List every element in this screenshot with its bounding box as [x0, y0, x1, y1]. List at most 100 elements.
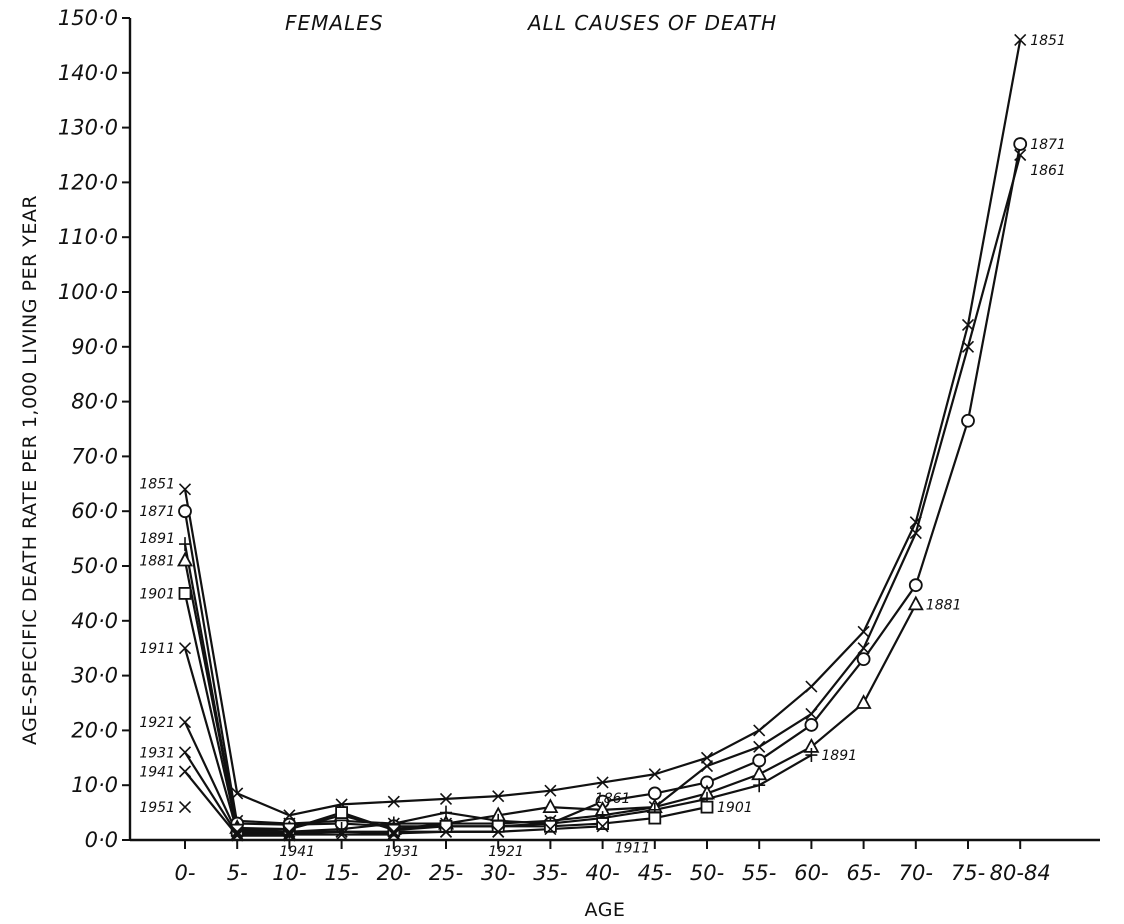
point-marker-x [387, 795, 400, 808]
point-marker-x [909, 527, 922, 540]
series-label-1931: 1931 [384, 844, 420, 860]
x-tick-label: 20- [377, 861, 411, 885]
point-marker-plus [753, 778, 766, 793]
y-tick-label: 0·0 [85, 828, 118, 852]
x-tick-label: 0- [175, 861, 196, 885]
series-lines [183, 39, 1022, 837]
point-marker-x [439, 825, 453, 838]
series-label-1891: 1891 [139, 531, 175, 547]
point-marker-x [961, 318, 975, 331]
y-tick-label: 70·0 [71, 444, 118, 468]
point-marker-x [178, 483, 192, 496]
point-marker-x [231, 829, 244, 842]
y-tick-label: 110·0 [58, 225, 118, 249]
series-label-1861: 1861 [595, 791, 631, 807]
point-marker-circle [752, 753, 767, 768]
point-marker-x [178, 642, 192, 655]
series-label-1921: 1921 [139, 715, 175, 731]
point-marker-x [700, 759, 714, 773]
x-tick-label: 80-84 [990, 861, 1051, 885]
point-marker-x [492, 790, 505, 803]
y-tick-label: 50·0 [71, 554, 118, 578]
point-marker-plus [440, 805, 452, 820]
series-label-1851: 1851 [1030, 33, 1066, 49]
y-tick-label: 90·0 [71, 335, 118, 359]
point-marker-square [491, 819, 505, 833]
point-marker-triangle [855, 694, 872, 709]
series-line-1861 [237, 154, 1022, 825]
y-axis-label: AGE-SPECIFIC DEATH RATE PER 1,000 LIVING… [19, 195, 41, 745]
series-label-1921: 1921 [488, 844, 524, 860]
y-tick-label: 40·0 [71, 609, 118, 633]
x-tick-label: 35- [533, 861, 567, 885]
x-tick-label: 5- [227, 861, 248, 885]
series-label-1871: 1871 [1030, 137, 1066, 153]
point-marker-x [178, 716, 192, 729]
point-marker-circle [804, 718, 819, 732]
point-marker-x [178, 801, 192, 814]
series-label-1871: 1871 [139, 504, 175, 520]
y-tick-label: 140·0 [58, 61, 118, 85]
x-tick-label: 55- [742, 861, 776, 885]
point-marker-x [335, 825, 348, 838]
x-tick-label: 60- [794, 861, 828, 885]
point-marker-x [805, 680, 818, 693]
point-marker-x [1014, 148, 1027, 162]
point-marker-x [753, 740, 766, 753]
point-marker-x [231, 825, 244, 838]
point-marker-circle [856, 652, 871, 667]
point-marker-square [700, 800, 714, 814]
point-marker-square [544, 819, 557, 833]
point-marker-triangle [907, 595, 924, 611]
series-label-1881: 1881 [926, 597, 962, 613]
point-marker-x [283, 825, 296, 838]
point-marker-plus [805, 748, 818, 763]
point-marker-square [178, 587, 192, 600]
series-label-1941: 1941 [279, 844, 315, 860]
point-marker-x [857, 625, 870, 638]
y-tick-label: 130·0 [58, 116, 118, 140]
point-marker-square [596, 817, 609, 830]
point-marker-x [596, 776, 609, 789]
point-marker-circle [178, 504, 192, 519]
series-label-1881: 1881 [139, 554, 175, 570]
x-tick-label: 15- [324, 861, 358, 885]
point-marker-circle [647, 786, 662, 801]
point-marker-x [439, 792, 453, 805]
point-marker-x [387, 825, 400, 838]
series-label-1861: 1861 [1030, 163, 1066, 179]
series-label-1951: 1951 [139, 800, 175, 816]
point-marker-x [335, 828, 348, 841]
series-line-1911 [183, 647, 603, 833]
point-marker-triangle [751, 765, 768, 781]
point-marker-triangle [176, 551, 194, 567]
y-tick-label: 120·0 [58, 170, 118, 194]
series-line-1851 [183, 39, 1022, 817]
chart-title-left: FEMALES [285, 11, 384, 35]
point-marker-square [335, 806, 349, 819]
point-marker-x [805, 707, 818, 721]
point-marker-x [753, 724, 766, 737]
series-label-1911: 1911 [615, 840, 651, 856]
x-tick-label: 50- [690, 861, 724, 885]
point-marker-circle [908, 578, 923, 593]
series-line-1871 [183, 143, 1022, 828]
point-marker-x [961, 340, 975, 353]
y-tick-label: 80·0 [71, 390, 118, 414]
point-marker-square [439, 819, 453, 833]
point-marker-x [1014, 33, 1027, 46]
y-tick-label: 100·0 [58, 280, 118, 304]
point-marker-x [231, 787, 244, 800]
point-marker-x [387, 828, 400, 841]
point-marker-square [648, 811, 662, 825]
y-tick-label: 60·0 [71, 499, 118, 523]
point-marker-x [283, 829, 296, 842]
series-labels: 1851 1871 1891 1881 1901 1911 1921 1931 1941 1951… [139, 33, 1065, 860]
series-label-1851: 1851 [139, 476, 175, 492]
point-marker-x [178, 765, 192, 778]
point-marker-x [544, 822, 557, 836]
series-label-1911: 1911 [139, 641, 175, 657]
series-label-1901: 1901 [717, 800, 753, 816]
x-tick-label: 65- [846, 861, 880, 885]
